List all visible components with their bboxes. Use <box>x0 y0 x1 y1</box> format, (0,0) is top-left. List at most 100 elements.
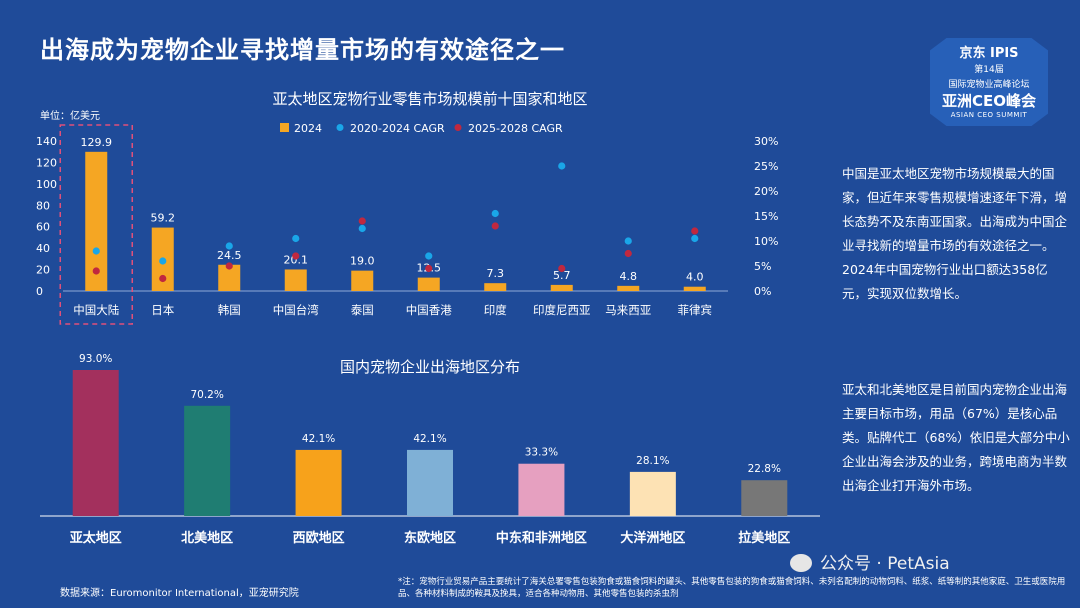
region-value-label-4: 33.3% <box>525 447 558 459</box>
cagr-2020-2024-point-9 <box>691 234 699 243</box>
legend-swatch-1 <box>336 124 344 131</box>
cagr-2025-2028-point-5 <box>425 264 433 273</box>
region-label-2: 西欧地区 <box>293 530 345 546</box>
side-text-china: 中国是亚太地区宠物市场规模最大的国家，但近年来零售规模增速逐年下滑，增长态势不及… <box>842 166 1068 301</box>
bar-2024-5 <box>417 277 440 291</box>
x-tick-label-6: 印度 <box>484 303 507 317</box>
bar-value-label-1: 59.2 <box>151 212 176 225</box>
region-value-label-1: 70.2% <box>190 389 223 401</box>
bar-2024-7 <box>550 284 573 291</box>
region-value-label-5: 28.1% <box>636 455 669 467</box>
region-label-5: 大洋洲地区 <box>620 530 685 546</box>
cagr-2025-2028-point-6 <box>491 222 499 230</box>
x-tick-label-2: 韩国 <box>218 303 241 317</box>
legend-label-2: 2025-2028 CAGR <box>468 122 563 135</box>
bar-2024-3 <box>284 269 307 291</box>
x-tick-label-3: 中国台湾 <box>273 303 319 317</box>
chart1-unit-label: 单位：亿美元 <box>40 109 100 122</box>
bar-value-label-3: 20.1 <box>284 253 309 266</box>
bar-2024-8 <box>617 285 640 291</box>
wechat-watermark: 公众号 · PetAsia <box>790 549 950 574</box>
bar-value-label-2: 24.5 <box>217 249 242 262</box>
cagr-2020-2024-point-8 <box>624 237 632 245</box>
cagr-2025-2028-point-4 <box>358 217 366 225</box>
y-right-tick-label: 10% <box>754 235 778 248</box>
bar-value-label-0: 129.9 <box>81 136 113 149</box>
cagr-2025-2028-point-2 <box>225 262 233 270</box>
y-right-tick-label: 25% <box>754 160 778 173</box>
region-label-6: 拉美地区 <box>738 530 790 546</box>
region-bar-4 <box>518 463 565 516</box>
cagr-2020-2024-point-0 <box>92 247 100 255</box>
bar-value-label-9: 4.0 <box>686 271 704 284</box>
region-value-label-6: 22.8% <box>748 463 781 475</box>
y-right-tick-label: 0% <box>754 285 771 298</box>
logo-summit-en: ASIAN CEO SUMMIT <box>950 111 1028 119</box>
x-tick-label-4: 泰国 <box>351 303 374 317</box>
bar-value-label-8: 4.8 <box>620 270 638 283</box>
wechat-icon <box>790 554 812 572</box>
y-right-tick-label: 30% <box>754 135 778 148</box>
x-tick-label-5: 中国香港 <box>406 303 452 317</box>
page-title: 出海成为宠物企业寻找增量市场的有效途径之一 <box>40 36 565 64</box>
cagr-2020-2024-point-6 <box>491 209 499 218</box>
chart1-title: 亚太地区宠物行业零售市场规模前十国家和地区 <box>272 90 587 108</box>
y-left-tick-label: 100 <box>36 178 57 191</box>
x-tick-label-0: 中国大陆 <box>73 303 119 317</box>
china-highlight-box <box>59 124 133 325</box>
region-bar-1 <box>184 405 231 516</box>
legend-label-1: 2020-2024 CAGR <box>350 122 445 135</box>
region-bar-3 <box>407 449 453 516</box>
y-left-tick-label: 140 <box>36 135 57 148</box>
summit-logo: 京东 IPIS 第14届 国际宠物业高峰论坛 亚洲CEO峰会 ASIAN CEO… <box>930 38 1048 126</box>
cagr-2025-2028-point-8 <box>624 249 632 258</box>
y-left-tick-label: 40 <box>36 242 50 255</box>
cagr-2020-2024-point-2 <box>225 242 233 250</box>
y-left-tick-label: 20 <box>36 264 50 277</box>
overseas-distribution-chart: 国内宠物企业出海地区分布 93.0% 亚太地区 70.2% 北美地区 42.1% 西欧地区 4… <box>40 353 820 546</box>
bar-2024-6 <box>484 283 507 291</box>
cagr-2020-2024-point-5 <box>425 252 433 260</box>
y-left-tick-label: 120 <box>36 156 57 169</box>
region-bar-6 <box>741 480 788 516</box>
y-right-tick-label: 15% <box>754 210 778 223</box>
bar-value-label-6: 7.3 <box>487 267 505 280</box>
region-label-3: 东欧地区 <box>404 530 456 546</box>
wechat-label: 公众号 · PetAsia <box>820 554 950 574</box>
bar-value-label-4: 19.0 <box>350 255 375 268</box>
bar-2024-0 <box>85 151 108 291</box>
cagr-2025-2028-point-9 <box>691 227 699 235</box>
region-value-label-3: 42.1% <box>413 433 446 445</box>
legend-label-0: 2024 <box>294 122 322 135</box>
legend-swatch-0 <box>280 123 289 132</box>
x-tick-label-1: 日本 <box>151 303 174 317</box>
region-label-1: 北美地区 <box>181 530 233 546</box>
bar-2024-4 <box>351 270 374 291</box>
region-label-0: 亚太地区 <box>70 530 122 546</box>
bar-value-label-7: 5.7 <box>553 269 571 282</box>
side-text-overseas: 亚太和北美地区是目前国内宠物企业出海主要目标市场，用品（67%）是核心品类。贴牌… <box>842 382 1070 493</box>
region-bar-2 <box>295 449 342 516</box>
y-left-tick-label: 80 <box>36 199 50 212</box>
x-tick-label-8: 马来西亚 <box>605 303 651 317</box>
cagr-2020-2024-point-1 <box>159 257 167 265</box>
logo-edition: 第14届 <box>974 65 1004 75</box>
y-right-tick-label: 20% <box>754 185 778 198</box>
data-source: 数据来源：Euromonitor International，亚宠研究院 <box>60 588 299 599</box>
cagr-2025-2028-point-3 <box>292 252 300 260</box>
region-bar-0 <box>72 370 119 516</box>
x-tick-label-7: 印度尼西亚 <box>533 303 591 317</box>
y-right-tick-label: 5% <box>754 260 771 273</box>
region-value-label-0: 93.0% <box>79 353 112 365</box>
bar-2024-2 <box>218 264 241 291</box>
cagr-2020-2024-point-4 <box>358 224 366 233</box>
legend-swatch-2 <box>454 124 462 131</box>
cagr-2020-2024-point-7 <box>558 162 566 170</box>
cagr-2025-2028-point-7 <box>558 264 566 273</box>
cagr-2020-2024-point-3 <box>292 234 300 243</box>
cagr-2025-2028-point-1 <box>159 274 167 283</box>
region-label-4: 中东和非洲地区 <box>496 530 587 546</box>
logo-summit: 亚洲CEO峰会 <box>941 92 1036 110</box>
